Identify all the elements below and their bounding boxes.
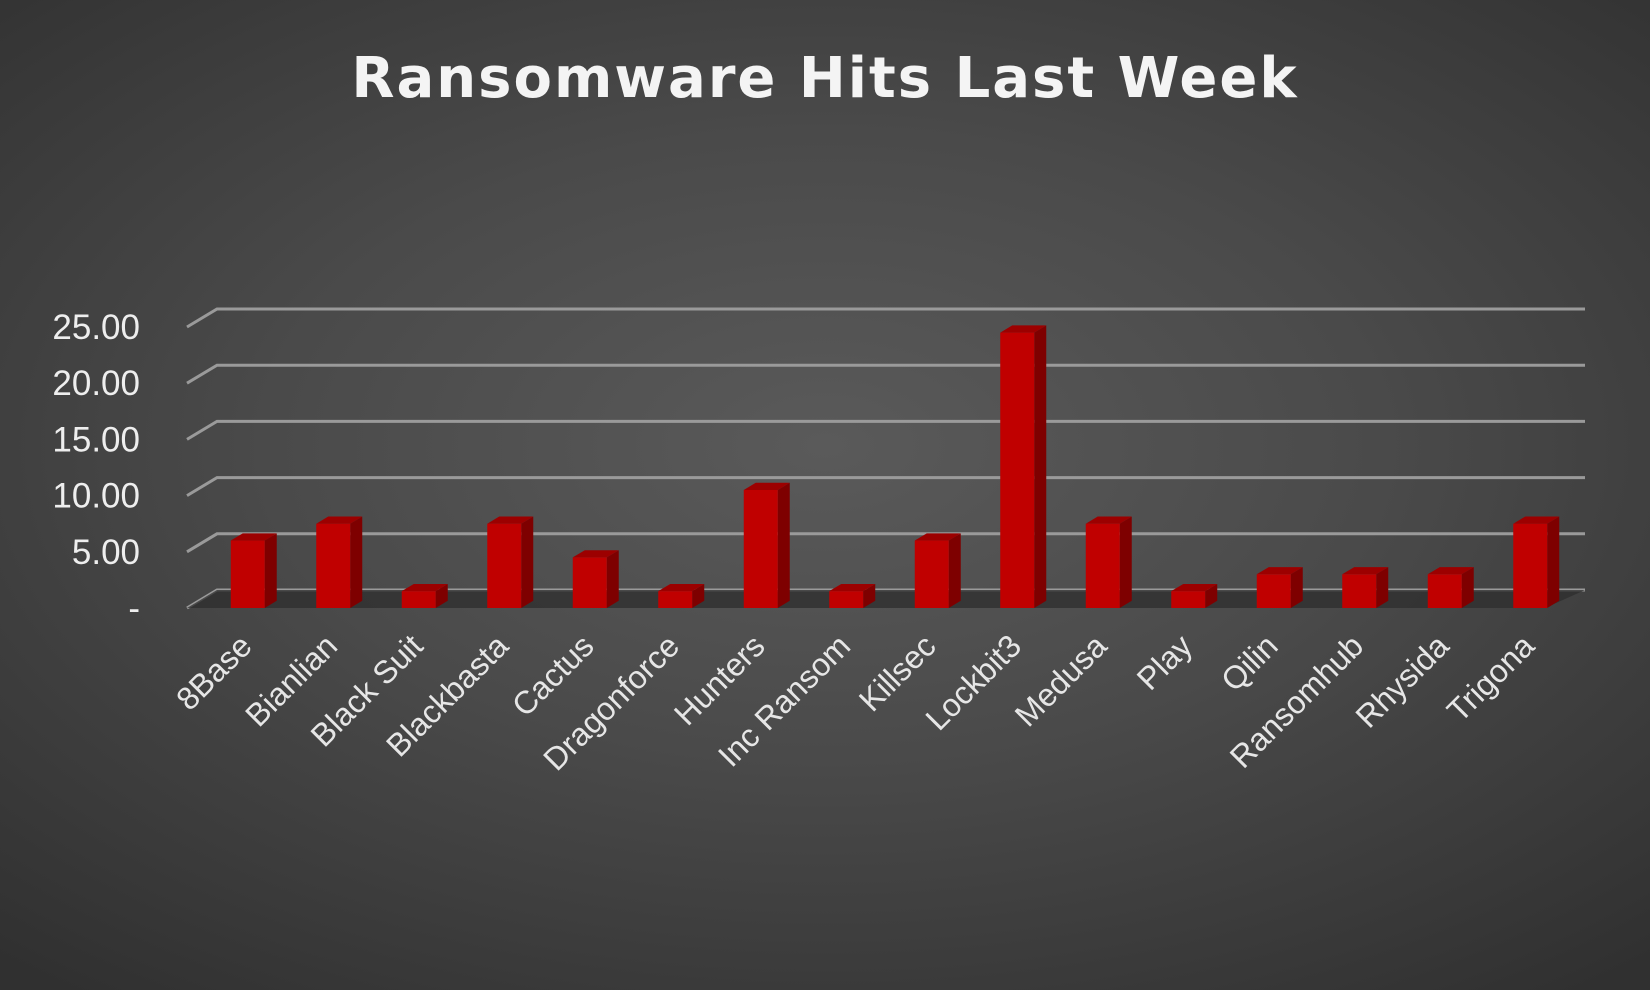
bar-front [487,523,522,608]
bar-top [487,516,534,524]
bar [743,482,790,608]
bars [230,325,1560,608]
gridlines [186,307,1585,610]
bar [1085,516,1132,608]
x-tick-label: Trigona [1440,627,1541,728]
bar [1256,567,1303,608]
bar [658,583,705,608]
bar-front [1085,523,1120,608]
y-tick-label: 25.00 [52,308,140,347]
bar-side [350,516,363,608]
bar-side [264,533,277,608]
bar-top [658,583,705,592]
bar-front [914,540,949,608]
bar-front [1171,591,1206,608]
bar-front [401,591,436,608]
bar-top [230,533,277,541]
gridline [186,532,1585,554]
bar-front [1427,574,1462,608]
bar [914,533,961,608]
bar-side [863,583,876,608]
bar [1000,325,1047,608]
bar-side [1290,567,1303,608]
bar-top [743,482,790,490]
bar-top [1513,516,1560,524]
bar-side [606,550,619,608]
y-tick-label: 20.00 [52,364,140,403]
bar-front [1342,574,1377,608]
bar-front [1513,523,1548,608]
bar-side [1461,567,1474,608]
bar-side [1119,516,1132,608]
bar-front [743,489,778,608]
bar-front [658,591,693,608]
bar-top [316,516,363,524]
bar-top [1342,567,1389,575]
bar [1513,516,1560,608]
bar-side [1547,516,1560,608]
chart-title: Ransomware Hits Last Week [351,46,1298,111]
bar [316,516,363,608]
bar-side [692,583,705,608]
x-tick-label: Lockbit3 [918,627,1028,737]
y-tick-label: 5.00 [72,533,140,572]
gridline [186,476,1585,497]
bar-front [316,523,351,608]
bar-top [1427,567,1474,575]
bar-side [521,516,534,608]
gridline [186,307,1585,329]
bar [572,550,619,608]
bar-side [777,482,790,608]
x-tick-label: Medusa [1008,627,1114,733]
bar-top [1256,567,1303,575]
y-axis-ticks: - 5.00 10.00 15.00 20.00 25.00 [52,308,140,628]
x-tick-label: Qilin [1214,627,1285,698]
bar-side [1376,567,1389,608]
y-tick-label: 10.00 [52,477,140,516]
bar [401,583,448,608]
bar-top [1171,583,1218,592]
bar-side [1205,583,1218,608]
bar-front [1256,574,1291,608]
bar-front [1000,332,1035,608]
bar-side [948,533,961,608]
bar [1171,583,1218,608]
y-tick-label: 15.00 [52,420,140,459]
bar [487,516,534,608]
bar-top [829,583,876,592]
bar-top [1085,516,1132,524]
bar [829,583,876,608]
bar-top [914,533,961,541]
bar [1427,567,1474,608]
gridline [186,363,1585,385]
bar-front [230,540,265,608]
bar [1342,567,1389,608]
bar [230,533,277,608]
floor-shadow [187,590,1585,608]
x-tick-label: Rhysida [1348,627,1455,734]
bar-top [572,550,619,558]
bar-top [401,583,448,592]
bar-side [1034,325,1047,608]
chart-floor [187,590,1585,608]
bar-front [829,591,864,608]
gridline [186,419,1585,441]
bar-top [1000,325,1047,333]
bar-side [435,583,448,608]
bar-front [572,557,607,608]
y-tick-label: - [128,589,140,628]
x-tick-label: Play [1130,627,1199,696]
